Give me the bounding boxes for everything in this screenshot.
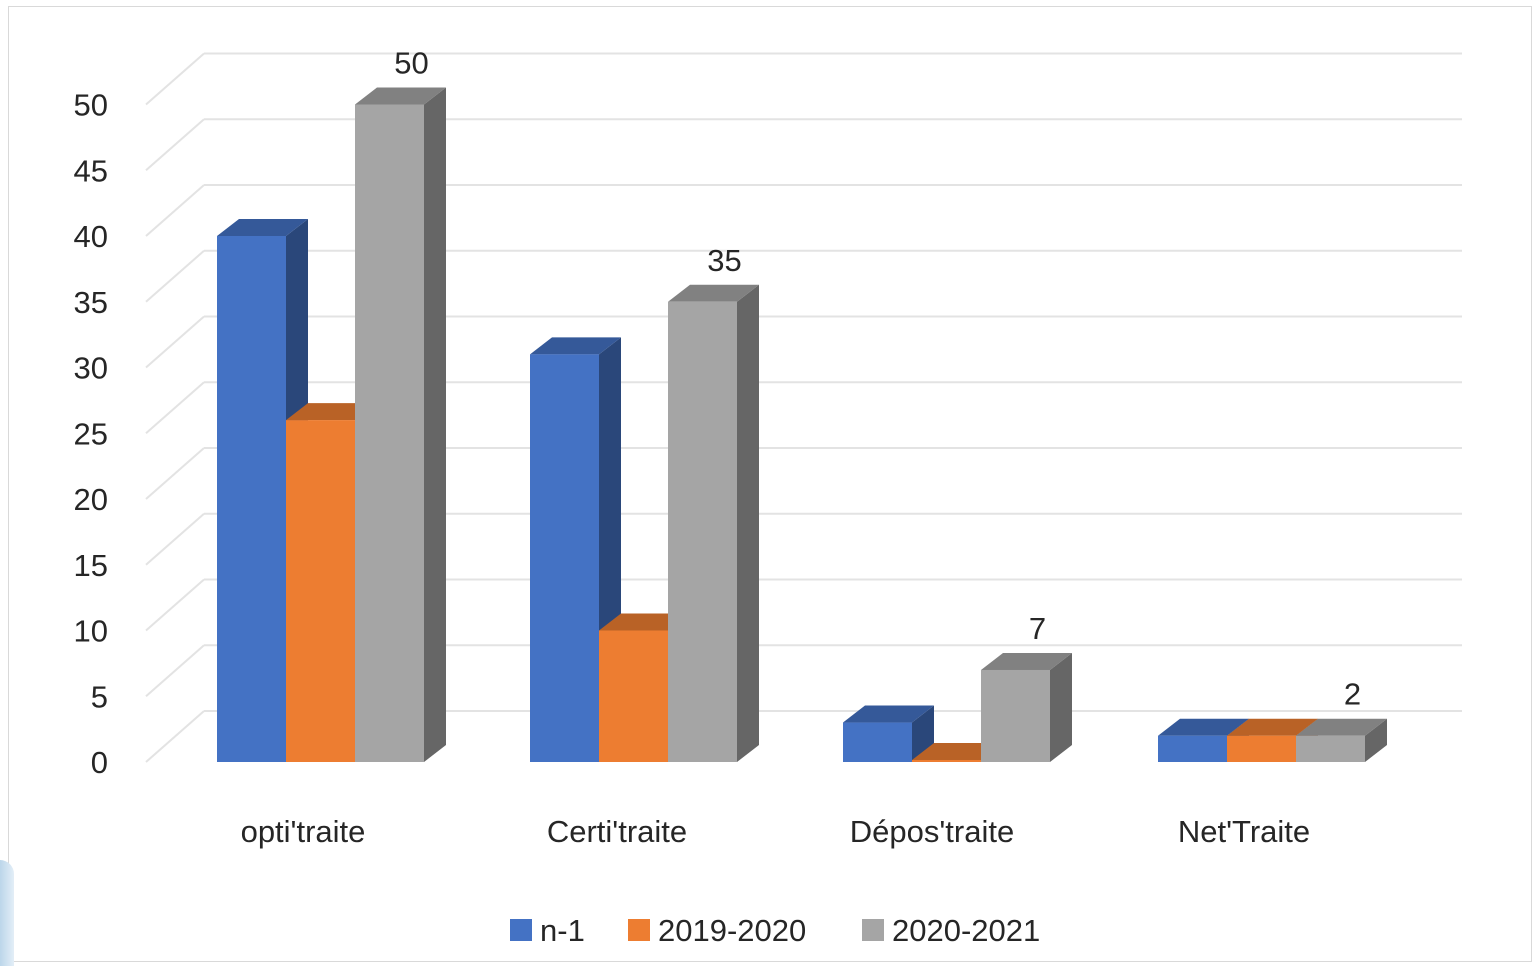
bar xyxy=(530,354,599,762)
x-category-label: Certi'traite xyxy=(547,814,687,849)
gridline-diagonal xyxy=(145,184,205,237)
bar xyxy=(599,630,668,762)
data-label: 2 xyxy=(1344,677,1361,712)
bar-top xyxy=(286,403,377,421)
legend-label: 2020-2021 xyxy=(892,913,1040,948)
left-edge-decoration xyxy=(0,860,14,966)
bar xyxy=(286,420,355,762)
bar xyxy=(1296,735,1365,762)
y-tick-label: 10 xyxy=(74,614,108,649)
bar xyxy=(1227,735,1296,762)
data-label: 7 xyxy=(1029,611,1046,646)
y-tick-label: 35 xyxy=(74,285,108,320)
data-label: 35 xyxy=(707,243,741,278)
x-axis-category-labels: opti'traite Certi'traite Dépos'traite Net'T… xyxy=(241,814,1311,849)
legend-swatch xyxy=(510,919,532,941)
gridline-diagonal xyxy=(145,644,205,698)
gridline-diagonal xyxy=(145,52,205,106)
gridline-diagonal xyxy=(145,315,205,369)
data-label: 50 xyxy=(394,46,428,81)
legend-label: n-1 xyxy=(540,913,585,948)
bar-top xyxy=(1296,718,1387,736)
bar xyxy=(217,236,286,762)
y-tick-label: 5 xyxy=(91,679,108,714)
data-labels: 50 35 7 2 xyxy=(394,46,1361,712)
bar-top xyxy=(1158,718,1249,736)
y-tick-label: 40 xyxy=(74,219,108,254)
bar-top xyxy=(843,705,934,723)
bar-top xyxy=(912,743,1003,760)
legend-label: 2019-2020 xyxy=(658,913,806,948)
bar xyxy=(843,722,912,762)
bar-top xyxy=(217,219,308,236)
gridline-diagonal xyxy=(145,578,205,632)
bar xyxy=(668,301,737,762)
bar xyxy=(912,760,981,762)
bar-top xyxy=(355,87,446,105)
y-axis-tick-labels: 0 5 10 15 20 25 30 35 40 45 50 xyxy=(74,88,108,781)
bar-side xyxy=(1050,652,1072,762)
gridline-diagonal xyxy=(145,512,205,566)
y-tick-label: 25 xyxy=(74,416,108,451)
bar-top xyxy=(1227,718,1318,736)
x-category-label: Dépos'traite xyxy=(850,814,1014,849)
bars xyxy=(217,87,1387,762)
bar xyxy=(981,669,1050,762)
legend-swatch xyxy=(862,919,884,941)
legend-item: 2019-2020 xyxy=(628,913,806,948)
bar-top xyxy=(981,652,1072,670)
y-tick-label: 30 xyxy=(74,351,108,386)
gridline-diagonal xyxy=(145,381,205,435)
y-tick-label: 50 xyxy=(74,88,108,123)
legend: n-1 2019-2020 2020-2021 xyxy=(510,913,1040,948)
bar-side xyxy=(424,87,446,762)
x-category-label: opti'traite xyxy=(241,814,366,849)
bar xyxy=(355,104,424,762)
bar-top xyxy=(599,613,690,631)
bar-top xyxy=(530,337,621,355)
gridline-diagonal xyxy=(145,447,205,500)
gridline-diagonal xyxy=(145,249,205,303)
y-tick-label: 15 xyxy=(74,548,108,583)
legend-item: 2020-2021 xyxy=(862,913,1040,948)
bar xyxy=(1158,735,1227,762)
legend-swatch xyxy=(628,919,650,941)
gridline-diagonal xyxy=(145,710,205,763)
x-category-label: Net'Traite xyxy=(1178,814,1310,849)
legend-item: n-1 xyxy=(510,913,585,948)
y-tick-label: 45 xyxy=(74,153,108,188)
bar-side xyxy=(737,284,759,762)
bar-top xyxy=(668,284,759,302)
gridline-diagonal xyxy=(145,118,205,172)
y-tick-label: 20 xyxy=(74,482,108,517)
bar-side xyxy=(1365,718,1387,762)
y-tick-label: 0 xyxy=(91,745,108,780)
